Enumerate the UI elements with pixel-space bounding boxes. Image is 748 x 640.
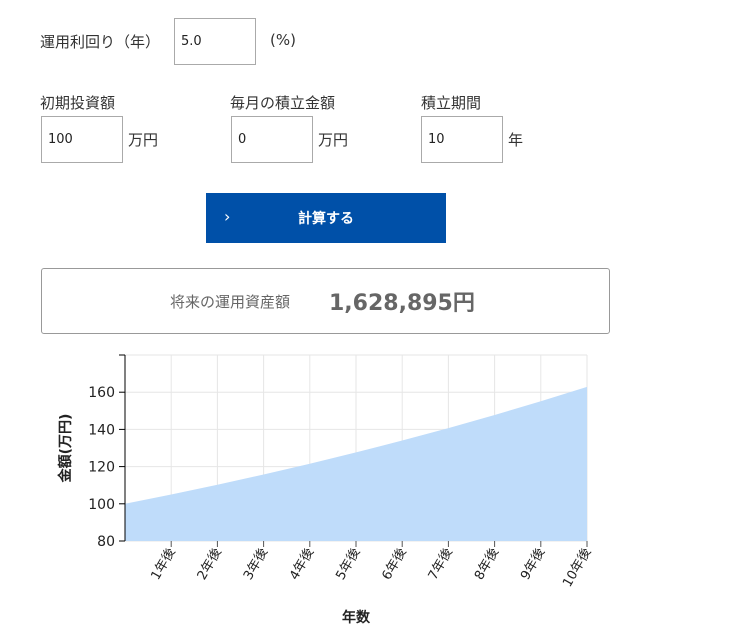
x-tick-label: 2年後 [195, 546, 225, 583]
x-tick-label: 8年後 [472, 546, 502, 583]
x-tick-label: 4年後 [287, 546, 317, 583]
y-tick-label: 80 [97, 534, 115, 550]
calculate-button-label: 計算する [298, 211, 354, 227]
period-input[interactable] [421, 116, 503, 163]
monthly-input[interactable] [231, 116, 313, 163]
chevron-right-icon: › [224, 207, 231, 226]
rate-label: 運用利回り（年） [40, 33, 161, 51]
x-tick-label: 9年後 [518, 546, 548, 583]
period-unit: 年 [508, 131, 524, 149]
chart: 80 100 120 140 160 1年後 2年後 3年後 4年後 5年後 6年後 7年後 8年後 9年… [57, 354, 594, 626]
monthly-label: 毎月の積立金額 [230, 94, 336, 112]
rate-unit: (%) [270, 31, 296, 49]
calculate-button[interactable]: › 計算する [206, 193, 446, 243]
x-tick-label: 5年後 [333, 546, 363, 583]
x-tick-label: 1年後 [149, 546, 179, 583]
area-series [125, 386, 587, 541]
initial-input[interactable] [41, 116, 123, 163]
y-tick-label: 120 [88, 460, 115, 476]
monthly-unit: 万円 [318, 131, 349, 149]
x-tick-label: 10年後 [560, 546, 594, 590]
x-tick-label: 7年後 [426, 546, 456, 583]
result-value: 1,628,895円 [329, 291, 475, 316]
result-label: 将来の運用資産額 [170, 293, 291, 311]
x-tick-label: 6年後 [380, 546, 410, 583]
y-tick-label: 160 [88, 385, 115, 401]
y-axis-label: 金額(万円) [57, 414, 74, 484]
y-tick-label: 140 [88, 422, 115, 438]
y-tick-label: 100 [88, 497, 115, 513]
period-label: 積立期間 [421, 94, 482, 112]
initial-unit: 万円 [128, 131, 159, 149]
initial-label: 初期投資額 [40, 94, 116, 112]
result-box: 将来の運用資産額 1,628,895円 [41, 268, 610, 334]
x-axis-label: 年数 [342, 609, 371, 626]
rate-input[interactable] [174, 18, 256, 65]
x-tick-label: 3年後 [241, 546, 271, 583]
